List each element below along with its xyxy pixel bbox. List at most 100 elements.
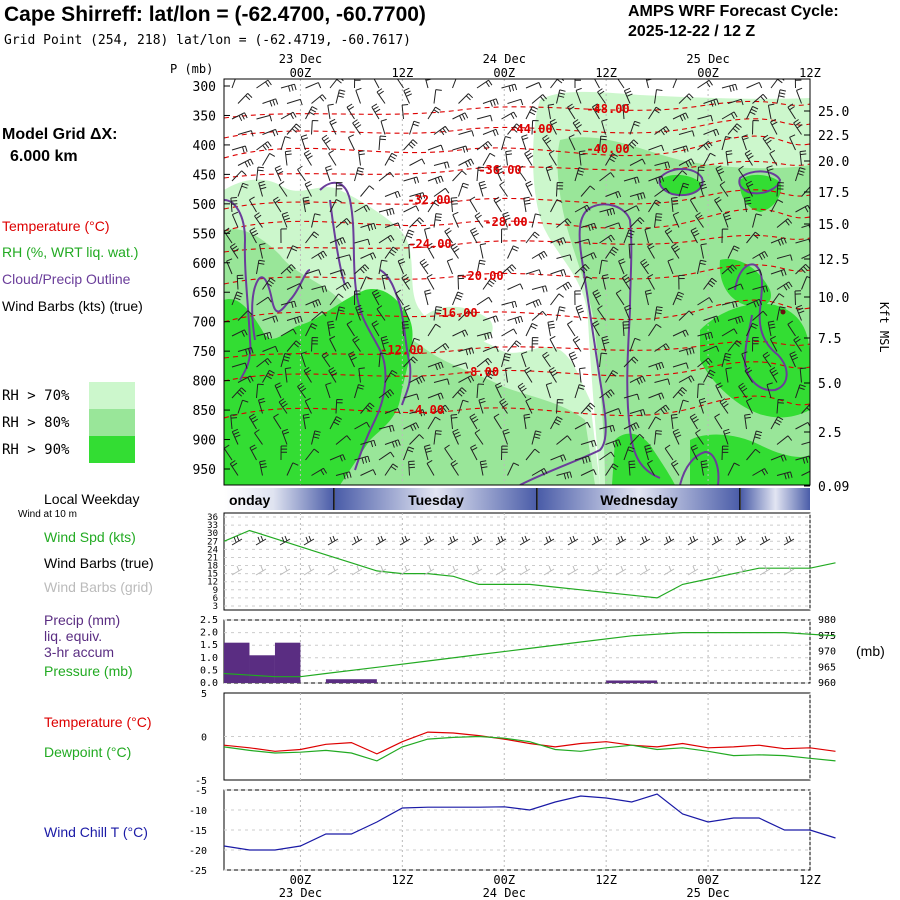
wind-barb: [493, 413, 502, 430]
wind-barb: [697, 259, 707, 275]
wind-barb: [727, 340, 742, 352]
wind-barb: [231, 211, 239, 228]
wind-barb: [482, 98, 499, 107]
wind-barb: [574, 384, 586, 399]
wind-barb: [452, 329, 469, 337]
wind-barb: [646, 459, 655, 476]
wind-speed-tick: 36: [207, 513, 218, 523]
grid-wind-barb: [399, 565, 411, 576]
wind-barb: [280, 111, 297, 120]
wind-barb: [648, 392, 665, 400]
wind-barb: [647, 273, 655, 290]
label-wind-speed: Wind Spd (kts): [44, 529, 136, 545]
wind-barb: [727, 245, 740, 259]
wind-barb: [648, 175, 665, 184]
precip-bar: [325, 679, 377, 683]
wind-barb: [644, 289, 652, 306]
grid-wind-barb: [735, 565, 747, 576]
grid-wind-barb: [759, 565, 771, 576]
wind-chill-tick: -20: [189, 846, 207, 857]
wind-barb: [274, 165, 284, 182]
wind-barb: [452, 145, 469, 153]
precip-tick: 0.5: [200, 665, 218, 676]
wind-barb: [231, 170, 247, 182]
precip-bar: [224, 642, 250, 683]
wind-barb: [690, 444, 699, 461]
kft-tick-6: 10.0: [818, 291, 849, 306]
wind-barb: [409, 217, 424, 228]
wind-barb: [799, 367, 807, 383]
wind-barb: [605, 370, 619, 383]
wind-barb: [248, 196, 257, 213]
wind-barb: [408, 460, 416, 476]
wind-barb: [354, 264, 370, 275]
pressure-tick-450: 450: [193, 168, 216, 183]
wind-barb: [525, 448, 540, 461]
kft-tick-5: 12.5: [818, 253, 849, 268]
wind-barb: [327, 103, 334, 120]
wind-barb: [795, 167, 806, 182]
wind-barb: [272, 196, 282, 213]
wind-barb: [335, 254, 352, 261]
wind-barb: [302, 196, 311, 213]
wind-barb: [793, 119, 803, 135]
wind-barb: [648, 323, 662, 337]
wind-barb: [384, 152, 398, 166]
wind-barb: [328, 149, 337, 166]
temperature-label: -16.00: [434, 306, 477, 320]
wind-barb: [605, 222, 622, 229]
wind-barb: [525, 298, 542, 308]
wind-barb: [384, 222, 401, 229]
wind-barb: [476, 331, 493, 340]
wind-barb: [746, 448, 761, 461]
wind-barb: [721, 83, 738, 92]
legend-rh70-label: RH > 70%: [2, 388, 70, 404]
wind-barb: [542, 351, 551, 368]
forecast-cycle-label: AMPS WRF Forecast Cycle:: [628, 3, 839, 20]
wind-chill-tick: -25: [189, 866, 207, 877]
wind-barb: [574, 167, 585, 182]
wind-barb: [550, 293, 564, 306]
wind-barb: [787, 103, 796, 120]
surface-wind-barb: [663, 535, 675, 546]
wind-barb: [229, 243, 239, 259]
wind-barb: [769, 335, 778, 352]
wind-barb: [752, 337, 759, 352]
wind-barb: [505, 367, 512, 383]
wind-barb: [776, 471, 793, 480]
wind-barb: [525, 269, 542, 276]
temperature-labels: -48.00 -44.00 -40.00 -36.00 -32.00 -28.00 -24.…: [380, 102, 629, 417]
wind-barb: [719, 398, 729, 414]
wind-barb: [274, 382, 282, 399]
label-precip-accum: 3-hr accum: [44, 644, 115, 660]
wind-barb: [335, 435, 351, 445]
wind-barb: [256, 383, 264, 399]
wind-barb: [745, 397, 753, 414]
wind-barb: [597, 88, 606, 104]
top-date-tick: 23 Dec: [279, 52, 322, 66]
top-hour-tick: 12Z: [799, 66, 821, 80]
wind-barb: [231, 79, 236, 89]
wind-barb: [623, 176, 640, 184]
kft-tick-10: 0.09: [818, 480, 849, 495]
wind-barb: [795, 238, 810, 245]
pressure-tick-600: 600: [193, 257, 216, 272]
wind-barb: [715, 382, 723, 399]
wind-barb: [355, 87, 362, 104]
wind-barb: [479, 243, 487, 259]
wind-barb: [305, 269, 322, 276]
top-date-tick: 24 Dec: [483, 52, 526, 66]
wind-barb: [396, 79, 404, 89]
wind-barb: [592, 320, 600, 337]
wind-barb: [605, 246, 619, 259]
precip-tick: 0.0: [200, 678, 218, 689]
wind-barb: [523, 413, 531, 430]
wind-barb: [476, 79, 493, 89]
wind-barb: [281, 428, 290, 445]
wind-barb: [741, 351, 748, 368]
wind-barb: [458, 347, 475, 356]
wind-barb: [770, 79, 785, 89]
pressure-tick-950: 950: [193, 463, 216, 478]
wind-barb: [501, 228, 508, 244]
wind-barb: [678, 93, 694, 104]
